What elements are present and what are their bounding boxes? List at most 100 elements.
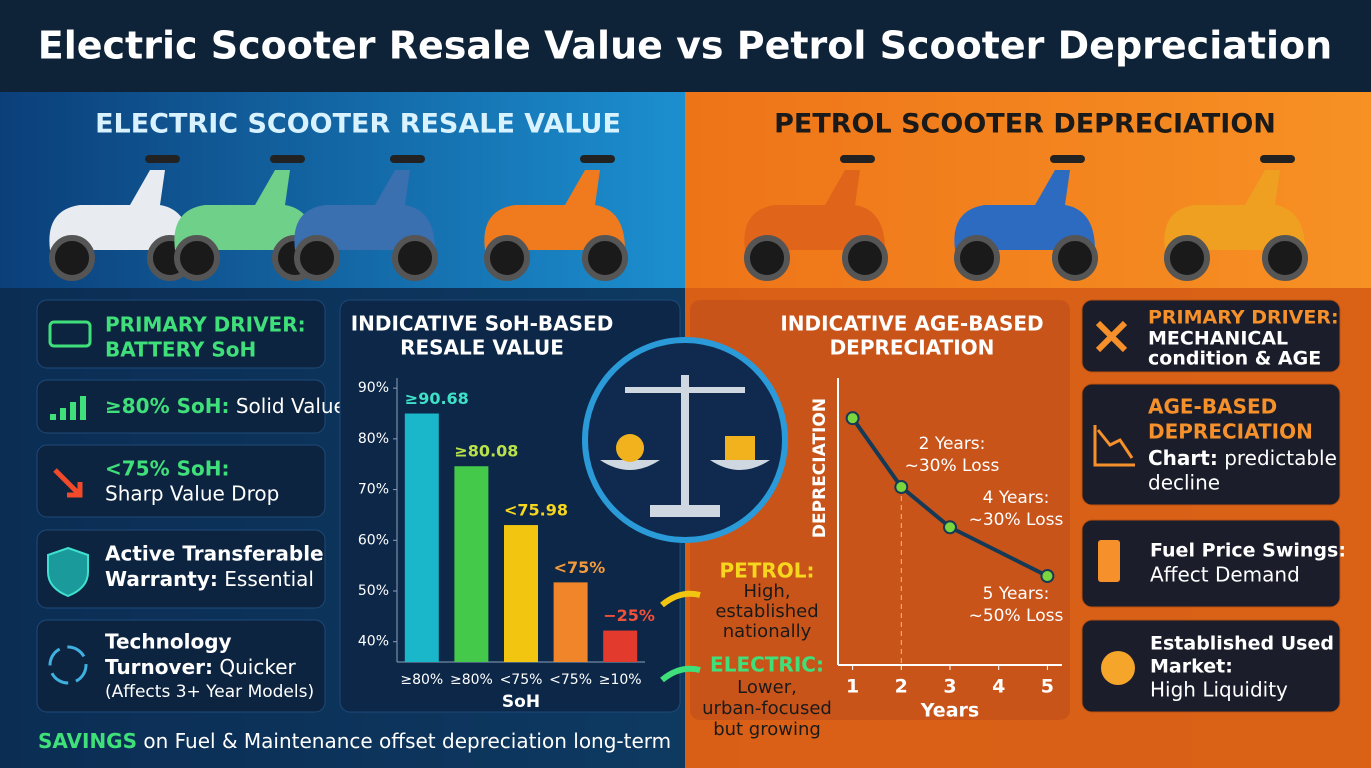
savings-note: SAVINGS [38,729,137,753]
market-notes: PETROL: High, established nationally ELE… [660,559,832,740]
card-text: decline [1148,471,1220,495]
fuel-icon [1098,540,1120,582]
bar [454,466,489,662]
line-chart: INDICATIVE AGE-BASEDDEPRECIATIONDEPRECIA… [780,312,1063,722]
card-text: BATTERY SoH [105,338,256,362]
chart-title: INDICATIVE AGE-BASED [780,312,1043,336]
annotation: 5 Years: [983,584,1050,604]
card-text: predictable [1218,446,1337,470]
note-text: Lower, [737,677,797,698]
card [36,529,326,609]
bar-annotation: −25% [603,606,655,625]
card-text: Solid Value [229,394,345,418]
card-text: condition & AGE [1148,348,1321,370]
y-tick-label: 80% [358,431,389,447]
card-text: Active Transferable [105,542,324,566]
x-tick-label: 3 [943,676,956,698]
card-text: Sharp Value Drop [105,482,279,506]
y-tick-label: 70% [358,482,389,498]
battery-icon [48,320,92,348]
petrol-cards: PRIMARY DRIVER: MECHANICAL condition & A… [1081,299,1346,713]
x-tick-label: ≥80% [450,672,493,688]
card-text: PRIMARY DRIVER: [1148,307,1339,329]
card-text: ≥80% SoH: [105,394,229,418]
card-text: Turnover: [105,655,213,679]
bar-annotation: <75% [554,558,606,577]
page-title: Electric Scooter Resale Value vs Petrol … [38,24,1332,68]
card-text: AGE-BASED [1148,395,1277,419]
y-tick-label: 40% [358,634,389,650]
annotation: 2 Years: [919,434,986,454]
card-text: Warranty: [105,567,218,591]
bar [404,413,439,662]
card-text: Technology [105,630,232,654]
card [1081,619,1341,713]
x-axis-label: SoH [502,692,540,712]
card-text: Established Used [1150,633,1334,655]
bar-annotation: ≥90.68 [405,389,469,408]
x-tick-label: 1 [846,676,859,698]
annotation: ~50% Loss [969,606,1064,626]
arrow [660,590,701,608]
coins-icon [1101,651,1135,685]
bar [553,582,588,662]
card [1081,383,1341,506]
card [36,379,326,434]
card-text: Warranty: Essential [105,567,314,591]
signal-icon [50,396,86,420]
savings-note: SAVINGS on Fuel & Maintenance offset dep… [38,729,671,753]
card-text: ≥80% SoH: Solid Value [105,394,346,418]
shield-icon [47,546,89,598]
card-text: DEPRECIATION [1148,420,1313,444]
card-text: Affect Demand [1150,563,1300,587]
card-text: Fuel Price Swings: [1150,540,1346,562]
note-heading: PETROL: [719,559,814,583]
cycle-icon [48,645,88,685]
tools-icon [1095,320,1128,353]
balance-icon [582,337,788,543]
annotation: ~30% Loss [969,510,1064,530]
y-tick-label: 60% [358,532,389,548]
arrow [660,665,701,683]
card-text: Turnover: Quicker [105,655,297,679]
annotation: 4 Years: [983,488,1050,508]
bar-annotation: <75.98 [504,501,568,520]
note-text: urban-focused [702,698,832,719]
card-text: Quicker [213,655,297,679]
chart-title: RESALE VALUE [400,336,564,360]
section-heading: PETROL SCOOTER DEPRECIATION [774,109,1276,140]
bar [504,525,538,662]
annotation: ~30% Loss [905,456,1000,476]
y-tick-label: 50% [358,583,389,599]
card [36,444,326,518]
chart-title: INDICATIVE SoH-BASED [351,312,614,336]
x-tick-label: ≥10% [599,672,642,688]
card [36,299,326,369]
line-series [850,417,1049,578]
note-text: but growing [713,719,821,740]
section-heading: ELECTRIC SCOOTER RESALE VALUE [95,109,621,140]
note-heading: ELECTRIC: [710,653,824,677]
card [36,619,326,713]
x-tick-label: 5 [1041,676,1054,698]
y-tick-label: 90% [358,380,389,396]
card [1081,519,1341,608]
card-text: Chart: [1148,446,1218,470]
note-text: High, [743,581,790,602]
point [1040,569,1055,584]
card-text: Essential [218,567,314,591]
point [943,520,957,535]
card-text: <75% SoH: [105,457,229,481]
x-axis-label: Years [920,700,979,722]
card-text: (Affects 3+ Year Models) [105,682,314,702]
y-axis-label: DEPRECIATION [810,398,830,538]
point [894,480,909,495]
note-text: nationally [723,621,812,642]
savings-note: on Fuel & Maintenance offset depreciatio… [137,729,671,753]
bar [603,630,638,662]
x-tick-label: 4 [992,676,1005,698]
x-tick-label: ≥80% [400,672,443,688]
bar-annotation: ≥80.08 [454,442,518,461]
